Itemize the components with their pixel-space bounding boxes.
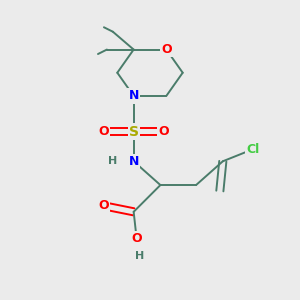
Text: H: H <box>108 156 118 166</box>
Text: O: O <box>99 200 109 212</box>
Text: O: O <box>131 232 142 245</box>
Text: Cl: Cl <box>246 143 259 156</box>
Text: O: O <box>158 125 169 138</box>
Text: S: S <box>129 124 139 139</box>
Text: H: H <box>135 251 144 261</box>
Text: N: N <box>128 155 139 168</box>
Text: N: N <box>128 89 139 102</box>
Text: O: O <box>99 125 109 138</box>
Text: O: O <box>161 43 172 56</box>
